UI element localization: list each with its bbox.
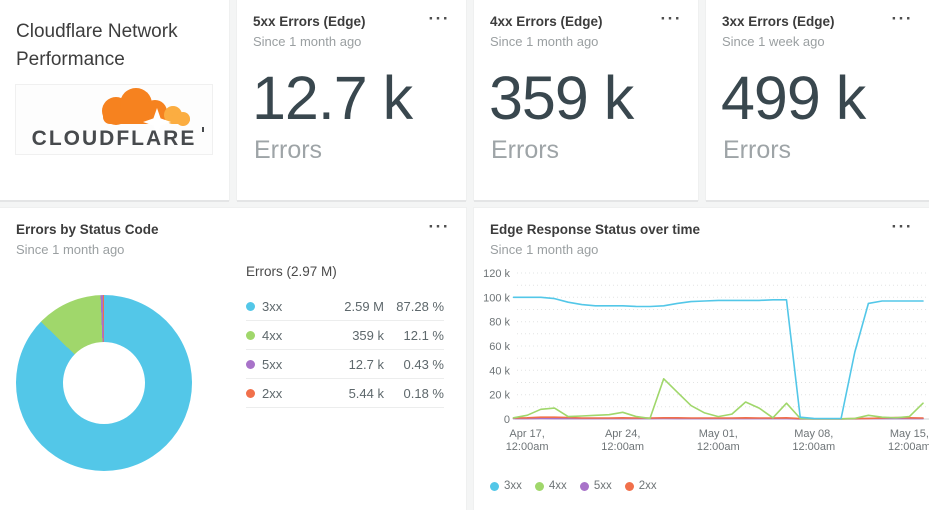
x-tick-label: Apr 17, [509, 428, 544, 440]
legend-value: 359 k [352, 327, 384, 343]
legend-item-2xx[interactable]: 2xx [624, 480, 657, 492]
donut-legend-table: Errors (2.97 M) 3xx 2.59 M 87.28 % 4xx 3… [246, 264, 444, 408]
series-color-dot [579, 481, 589, 491]
legend-label: 3xx [262, 298, 283, 314]
stat-unit-label: Errors [723, 136, 792, 164]
stat-card-3xx: 3xx Errors (Edge) Since 1 week ago ··· 4… [706, 0, 929, 200]
y-tick-label: 100 k [483, 292, 510, 304]
y-tick-label: 80 k [489, 317, 510, 329]
edge-response-status-card: Edge Response Status over time Since 1 m… [474, 208, 929, 510]
legend-percent: 0.43 % [403, 356, 444, 372]
card-menu-button[interactable]: ··· [891, 9, 913, 28]
series-color-dot [246, 301, 255, 311]
stat-card-period: Since 1 month ago [253, 34, 362, 49]
legend-item-3xx[interactable]: 3xx [490, 480, 522, 492]
x-tick-label: 12:00am [506, 441, 549, 453]
stat-unit-label: Errors [491, 136, 560, 164]
legend-label: 2xx [638, 480, 657, 492]
stat-card-5xx: 5xx Errors (Edge) Since 1 month ago ··· … [237, 0, 466, 200]
legend-label: 4xx [262, 327, 283, 343]
legend-percent: 87.28 % [396, 298, 444, 314]
legend-percent: 0.18 % [403, 385, 444, 401]
y-tick-label: 20 k [489, 390, 510, 402]
x-tick-label: May 01, [699, 428, 738, 440]
stat-unit-label: Errors [254, 136, 323, 164]
dashboard-title-line2: Performance [16, 49, 125, 70]
legend-value: 5.44 k [348, 385, 384, 401]
dashboard-title: Cloudflare Network Performance [0, 0, 229, 74]
x-tick-label: 12:00am [888, 441, 929, 453]
cloudflare-logo-image: CLOUDFLARE [32, 88, 204, 150]
series-color-dot [490, 481, 499, 491]
line-card-title: Edge Response Status over time [490, 222, 701, 237]
series-color-dot [246, 359, 255, 369]
series-color-dot [624, 481, 634, 491]
donut-card-title: Errors by Status Code [16, 222, 159, 237]
legend-item-5xx[interactable]: 5xx [579, 480, 612, 492]
x-tick-label: May 15, [890, 428, 929, 440]
legend-row-2xx[interactable]: 2xx 5.44 k 0.18 % [246, 379, 444, 408]
legend-value: 2.59 M [344, 298, 384, 314]
donut-card-period: Since 1 month ago [16, 242, 125, 257]
card-menu-button[interactable]: ··· [891, 217, 913, 236]
cloudflare-trademark-tick [202, 127, 204, 132]
legend-row-4xx[interactable]: 4xx 359 k 12.1 % [246, 321, 444, 350]
series-line-3xx [512, 296, 924, 420]
series-color-dot [534, 481, 544, 491]
legend-label: 2xx [262, 385, 283, 401]
x-tick-label: Apr 24, [605, 428, 640, 440]
legend-row-5xx[interactable]: 5xx 12.7 k 0.43 % [246, 350, 444, 379]
legend-value: 12.7 k [348, 356, 384, 372]
y-tick-label: 60 k [489, 341, 510, 353]
legend-label: 4xx [548, 480, 567, 492]
donut-hole [63, 342, 145, 424]
cloudflare-cloud-light-shape [164, 106, 190, 126]
series-color-dot [246, 388, 255, 398]
errors-by-status-card: Errors by Status Code Since 1 month ago … [0, 208, 466, 510]
stat-card-4xx: 4xx Errors (Edge) Since 1 month ago ··· … [474, 0, 698, 200]
stat-value: 12.7 k [252, 64, 413, 132]
line-card-period: Since 1 month ago [490, 242, 599, 257]
series-color-dot [246, 330, 255, 340]
stat-card-title: 5xx Errors (Edge) [253, 14, 366, 29]
stat-value: 499 k [721, 64, 866, 132]
cloudflare-wordmark: CLOUDFLARE [32, 127, 197, 150]
x-tick-label: 12:00am [601, 441, 644, 453]
card-menu-button[interactable]: ··· [428, 9, 450, 28]
legend-percent: 12.1 % [403, 327, 444, 343]
cloudflare-logo: CLOUDFLARE [15, 84, 213, 155]
series-line-4xx [512, 378, 924, 420]
card-menu-button[interactable]: ··· [428, 217, 450, 236]
legend-label: 3xx [504, 480, 522, 492]
donut-legend-header: Errors (2.97 M) [246, 264, 337, 279]
x-tick-label: 12:00am [792, 441, 835, 453]
card-menu-button[interactable]: ··· [660, 9, 682, 28]
legend-row-3xx[interactable]: 3xx 2.59 M 87.28 % [246, 292, 444, 321]
x-tick-label: 12:00am [697, 441, 740, 453]
stat-card-title: 4xx Errors (Edge) [490, 14, 603, 29]
stat-card-title: 3xx Errors (Edge) [722, 14, 835, 29]
y-tick-label: 120 k [483, 268, 510, 280]
legend-label: 5xx [262, 356, 283, 372]
x-tick-label: May 08, [794, 428, 833, 440]
legend-label: 5xx [593, 480, 612, 492]
stat-card-period: Since 1 week ago [722, 34, 825, 49]
y-tick-label: 40 k [489, 365, 510, 377]
y-tick-label: 0 [504, 414, 510, 426]
legend-item-4xx[interactable]: 4xx [534, 480, 567, 492]
dashboard-title-card: Cloudflare Network Performance CLOUDFLAR… [0, 0, 229, 200]
donut-chart[interactable] [16, 295, 192, 471]
timeseries-legend: 3xx 4xx 5xx 2xx [490, 480, 670, 492]
stat-card-period: Since 1 month ago [490, 34, 599, 49]
cloudflare-sparkle [143, 108, 171, 136]
dashboard-title-line1: Cloudflare Network [16, 21, 178, 42]
stat-value: 359 k [489, 64, 634, 132]
